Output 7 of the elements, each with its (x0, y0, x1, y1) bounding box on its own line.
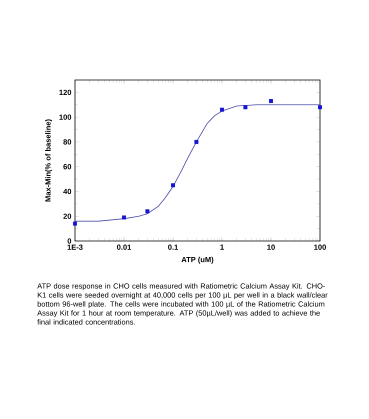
point (269, 99, 273, 104)
point (243, 105, 248, 110)
point (122, 215, 126, 220)
point (171, 183, 175, 188)
point (220, 108, 224, 112)
point (145, 209, 150, 214)
point (194, 140, 198, 144)
